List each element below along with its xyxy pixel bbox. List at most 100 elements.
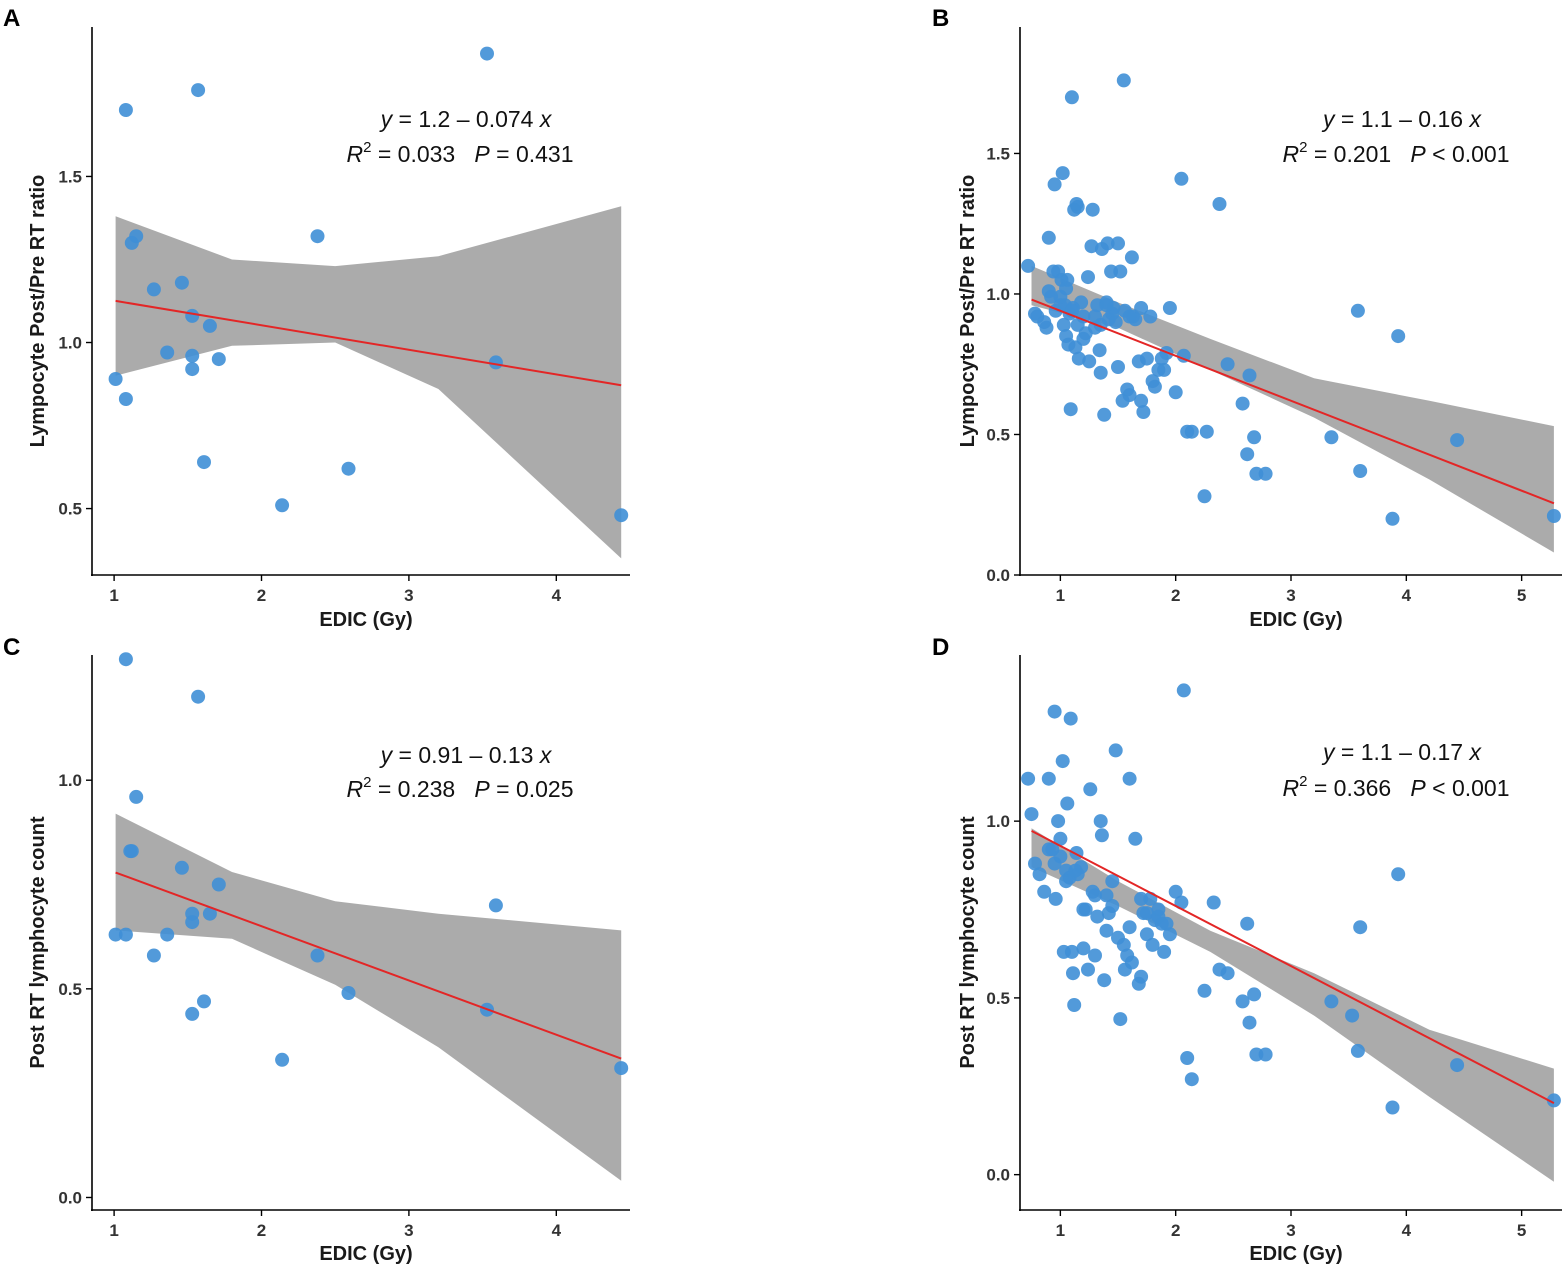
data-point	[1162, 927, 1177, 942]
data-point	[488, 898, 503, 913]
data-point	[185, 348, 200, 363]
data-point	[174, 860, 189, 875]
data-point	[1085, 202, 1100, 217]
data-point	[1056, 317, 1071, 332]
data-point	[185, 1006, 200, 1021]
data-point	[1199, 424, 1214, 439]
data-point	[1450, 1058, 1465, 1073]
data-point	[341, 986, 356, 1000]
data-point	[341, 461, 356, 476]
panel-label: B	[932, 5, 949, 32]
data-point	[1105, 874, 1120, 889]
data-point	[1067, 998, 1082, 1012]
data-points	[1021, 73, 1561, 526]
data-point	[1180, 1051, 1195, 1065]
data-point	[1122, 309, 1137, 324]
data-point	[1055, 754, 1070, 769]
x-axis-title: EDIC (Gy)	[1249, 1243, 1342, 1265]
data-point	[1139, 351, 1154, 366]
panel-b: B 1 2 3 4 5 0.0 0.5 1.0 1.5 EDIC (Gy) Lympocyte Pos…	[932, 5, 1562, 631]
data-point	[1041, 842, 1056, 857]
x-tick-label: 4	[1402, 1221, 1412, 1240]
data-point	[1151, 909, 1166, 924]
data-point	[160, 345, 175, 360]
x-tick-label: 3	[404, 1221, 413, 1240]
x-tick-label: 5	[1517, 586, 1526, 605]
data-point	[488, 355, 503, 370]
data-point	[197, 994, 211, 1009]
data-point	[614, 508, 629, 523]
data-point	[1176, 683, 1191, 698]
x-tick-label: 2	[257, 1221, 266, 1240]
x-axis-title: EDIC (Gy)	[1249, 609, 1342, 631]
data-point	[1047, 856, 1062, 871]
data-point	[191, 83, 206, 98]
y-axis-title: Lympocyte Post/Pre RT ratio	[27, 175, 49, 448]
data-point	[1041, 230, 1056, 245]
data-point	[1220, 966, 1235, 981]
data-point	[1139, 906, 1154, 921]
y-tick-label: 0.5	[986, 425, 1010, 444]
confidence-band	[115, 813, 622, 1181]
data-point	[1197, 489, 1212, 504]
x-tick-label: 1	[1056, 586, 1065, 605]
data-point	[1206, 895, 1221, 910]
data-point	[1391, 867, 1406, 882]
regression-stats: R2 = 0.366 P < 0.001	[1282, 773, 1509, 801]
data-point	[1353, 464, 1368, 478]
data-point	[1212, 197, 1227, 211]
data-point	[1134, 891, 1149, 906]
data-point	[1350, 1043, 1365, 1058]
data-point	[1134, 393, 1149, 408]
data-point	[1235, 994, 1250, 1009]
data-point	[1092, 343, 1107, 358]
data-point	[1113, 264, 1128, 279]
x-tick-label: 1	[109, 1221, 118, 1240]
data-point	[1053, 289, 1068, 304]
y-tick-label: 1.0	[58, 334, 82, 353]
data-point	[1122, 920, 1137, 935]
y-tick-label: 0.0	[58, 1188, 82, 1207]
data-point	[202, 906, 217, 921]
data-point	[1240, 916, 1255, 931]
data-point	[1242, 368, 1257, 383]
data-point	[1094, 828, 1109, 843]
data-point	[1097, 973, 1112, 988]
regression-line	[1031, 829, 1555, 1104]
x-axis-title: EDIC (Gy)	[319, 1243, 412, 1265]
data-point	[1041, 284, 1056, 299]
data-point	[1047, 177, 1062, 192]
data-point	[1099, 888, 1114, 903]
data-point	[1021, 771, 1036, 786]
data-point	[1184, 1072, 1199, 1087]
data-points	[1021, 683, 1561, 1115]
x-tick-label: 5	[1517, 1221, 1526, 1240]
y-tick-label: 0.0	[986, 1166, 1010, 1185]
data-point	[1197, 983, 1212, 998]
regression-line	[115, 299, 622, 387]
data-point	[1157, 362, 1172, 377]
data-point	[1258, 1047, 1273, 1062]
data-point	[310, 229, 325, 244]
y-tick-label: 0.0	[986, 566, 1010, 585]
data-point	[1108, 315, 1123, 330]
data-point	[1124, 250, 1139, 265]
data-point	[1116, 73, 1131, 88]
data-points	[108, 652, 629, 1076]
x-tick-label: 3	[1286, 586, 1295, 605]
data-point	[1028, 856, 1042, 871]
data-point	[118, 927, 133, 942]
data-point	[1122, 771, 1137, 786]
data-point	[1055, 166, 1070, 181]
y-tick-label: 1.0	[58, 771, 82, 790]
regression-equation: y = 0.91 – 0.13 x	[379, 742, 553, 768]
data-point	[118, 392, 133, 406]
data-point	[160, 927, 175, 942]
data-point	[1082, 354, 1097, 369]
data-point	[1083, 782, 1098, 797]
y-tick-label: 1.0	[986, 285, 1010, 304]
data-point	[118, 103, 133, 117]
data-point	[1345, 1008, 1360, 1023]
data-point	[1134, 301, 1149, 315]
data-point	[275, 1052, 290, 1067]
